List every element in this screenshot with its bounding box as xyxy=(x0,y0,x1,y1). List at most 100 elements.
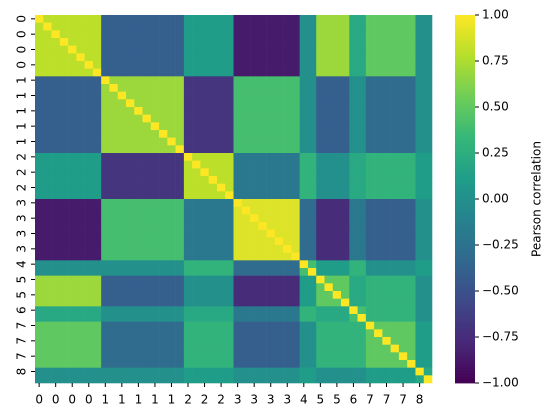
heatmap-cell xyxy=(159,22,168,31)
colorbar-segment xyxy=(455,263,475,267)
heatmap-cell xyxy=(101,30,110,39)
heatmap-cell xyxy=(150,38,160,46)
heatmap-cell xyxy=(101,283,110,292)
heatmap-cell xyxy=(258,291,267,299)
heatmap-cell xyxy=(274,291,284,299)
heatmap-cell xyxy=(125,114,135,123)
heatmap-cell xyxy=(92,168,102,177)
heatmap-cell xyxy=(250,268,259,276)
heatmap-cell xyxy=(415,206,425,215)
x-tick-label: 4 xyxy=(300,393,308,407)
colorbar-segment xyxy=(455,186,475,191)
heatmap-cell xyxy=(125,122,135,131)
heatmap-cell xyxy=(159,91,168,100)
heatmap-cell xyxy=(357,314,367,322)
heatmap-cell xyxy=(258,229,267,238)
heatmap-cell xyxy=(192,222,201,230)
heatmap-cell xyxy=(183,344,193,353)
heatmap-cell xyxy=(324,183,334,192)
heatmap-cell xyxy=(142,122,152,131)
heatmap-cell xyxy=(390,130,400,138)
heatmap-cell xyxy=(208,22,218,31)
heatmap-cell xyxy=(134,337,143,345)
heatmap-cell xyxy=(407,191,416,200)
heatmap-cell xyxy=(407,176,416,184)
heatmap-cell xyxy=(192,252,201,261)
heatmap-cell xyxy=(225,122,234,131)
heatmap-cell xyxy=(175,283,185,292)
heatmap-cell xyxy=(291,191,300,200)
colorbar-segment xyxy=(455,48,475,53)
heatmap-cell xyxy=(250,22,259,31)
heatmap-cell xyxy=(316,344,325,353)
heatmap-cell xyxy=(68,283,77,292)
heatmap-cell xyxy=(43,130,52,138)
heatmap-cell xyxy=(365,306,375,315)
heatmap-cell xyxy=(117,252,127,261)
heatmap-cell xyxy=(35,344,44,353)
heatmap-cell xyxy=(225,130,234,138)
heatmap-cell xyxy=(92,360,102,368)
heatmap-cell xyxy=(233,367,243,376)
heatmap-cell xyxy=(266,360,276,368)
heatmap-cell xyxy=(349,375,358,384)
heatmap-cell xyxy=(415,252,425,261)
heatmap-cell xyxy=(398,22,408,31)
heatmap-cell xyxy=(250,45,259,54)
heatmap-cell xyxy=(398,352,408,361)
heatmap-cell xyxy=(225,15,234,23)
heatmap-cell xyxy=(200,275,209,284)
heatmap-cell xyxy=(208,237,218,246)
heatmap-cell xyxy=(324,237,334,246)
heatmap-cell xyxy=(307,114,317,123)
heatmap-cell xyxy=(51,153,61,161)
heatmap-cell xyxy=(35,291,44,299)
heatmap-cell xyxy=(84,237,94,246)
heatmap-cell xyxy=(324,137,334,146)
heatmap-cell xyxy=(183,291,193,299)
heatmap-cell xyxy=(159,329,168,338)
colorbar-segment xyxy=(455,103,475,108)
heatmap-cell xyxy=(200,53,209,62)
heatmap-cell xyxy=(283,30,292,39)
heatmap-cell xyxy=(192,84,201,92)
heatmap-cell xyxy=(423,245,433,253)
heatmap-cell xyxy=(332,76,342,85)
heatmap-cell xyxy=(225,145,234,154)
heatmap-cell xyxy=(390,321,400,330)
heatmap-cell xyxy=(299,275,309,284)
heatmap-cell xyxy=(382,275,391,284)
heatmap-cell xyxy=(299,229,309,238)
heatmap-cell xyxy=(109,260,119,269)
heatmap-cell xyxy=(216,114,226,123)
heatmap-cell xyxy=(415,15,425,23)
heatmap-cell xyxy=(192,229,201,238)
heatmap-cell xyxy=(291,137,300,146)
heatmap-cell xyxy=(233,283,243,292)
heatmap-cell xyxy=(324,130,334,138)
heatmap-cell xyxy=(134,91,143,100)
heatmap-cell xyxy=(76,252,85,261)
heatmap-cell xyxy=(390,68,400,77)
heatmap-cell xyxy=(241,114,251,123)
heatmap-cell xyxy=(250,99,259,108)
heatmap-cell xyxy=(200,183,209,192)
heatmap-cell xyxy=(365,107,375,115)
heatmap-cell xyxy=(68,306,77,315)
heatmap-cell xyxy=(283,360,292,368)
heatmap-cell xyxy=(390,291,400,299)
heatmap-cell xyxy=(92,137,102,146)
y-tick-label: 7 xyxy=(15,352,29,360)
heatmap-cell xyxy=(316,53,325,62)
heatmap-cell xyxy=(291,283,300,292)
heatmap-cell xyxy=(283,252,292,261)
heatmap-cell xyxy=(109,291,119,299)
heatmap-cell xyxy=(250,283,259,292)
heatmap-cell xyxy=(183,321,193,330)
heatmap-cell xyxy=(291,252,300,261)
heatmap-cell xyxy=(291,99,300,108)
heatmap-cell xyxy=(307,76,317,85)
heatmap-cell xyxy=(365,229,375,238)
heatmap-cell xyxy=(341,329,350,338)
heatmap-cell xyxy=(324,153,334,161)
